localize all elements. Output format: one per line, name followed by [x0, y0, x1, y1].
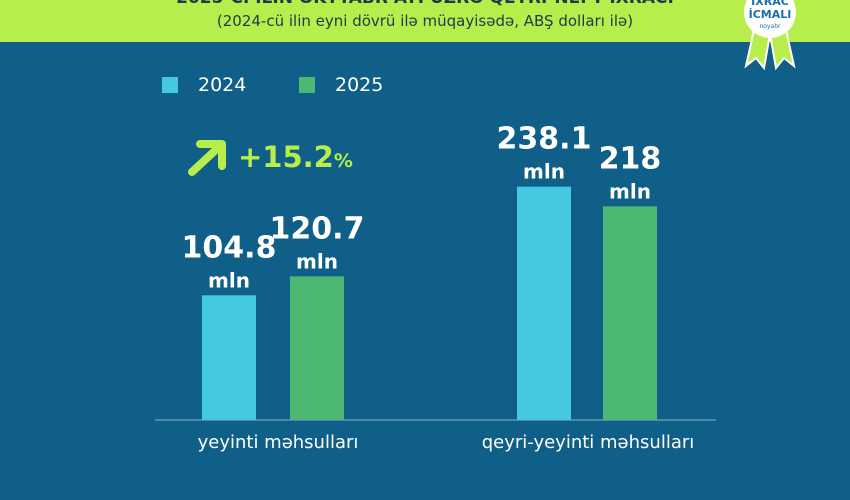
svg-text:İCMALI: İCMALI [749, 7, 792, 21]
legend-item-2025: 2025 [299, 74, 383, 96]
page-title: 2025-Cİ İLİN OKTYABR AYI ÜZRƏ QEYRİ-NEFT… [0, 0, 850, 8]
ixrac-icmali-badge-icon: İXRAC İCMALI noyabr [744, 0, 796, 70]
legend-item-2024: 2024 [162, 74, 246, 96]
category-label-0: yeyinti məhsulları [197, 432, 359, 453]
legend-label-2025: 2025 [335, 74, 384, 96]
bar-2025-0 [290, 276, 344, 420]
svg-text:İXRAC: İXRAC [751, 0, 789, 8]
page-subtitle: (2024-cü ilin eyni dövrü ilə müqayisədə,… [216, 12, 634, 30]
data-label-unit: mln [609, 179, 651, 203]
data-label-value: 238.1 [497, 122, 592, 157]
data-label-value: 104.8 [182, 230, 277, 265]
legend-label-2024: 2024 [198, 74, 247, 96]
bar-2025-1 [603, 206, 657, 420]
data-label-value: 218 [599, 141, 662, 176]
legend-swatch-2024 [162, 77, 178, 93]
bar-2024-0 [202, 295, 256, 420]
svg-text:noyabr: noyabr [760, 23, 782, 30]
header-banner: 2025-Cİ İLİN OKTYABR AYI ÜZRƏ QEYRİ-NEFT… [0, 0, 850, 42]
data-label-unit: mln [523, 160, 565, 184]
data-label-unit: mln [296, 249, 338, 273]
data-label-value: 120.7 [270, 211, 365, 246]
bar-2024-1 [517, 186, 571, 420]
data-label-unit: mln [208, 268, 250, 292]
category-label-1: qeyri-yeyinti məhsulları [481, 432, 695, 453]
arrow-up-right-icon [188, 140, 226, 176]
change-percent: +15.2% [238, 140, 353, 174]
legend-swatch-2025 [299, 77, 315, 93]
